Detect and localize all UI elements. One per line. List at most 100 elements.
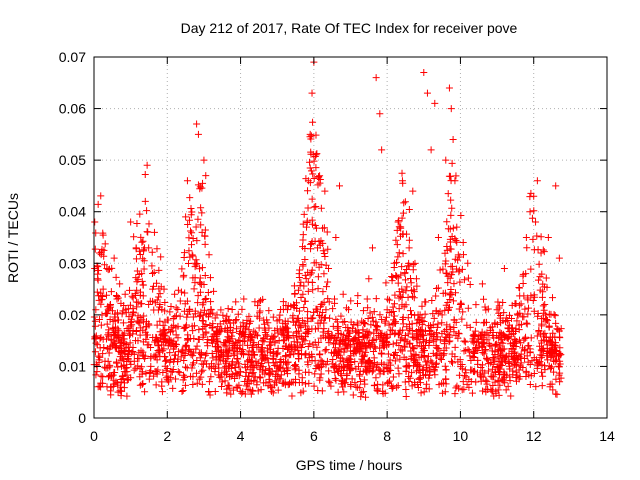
- data-point: [480, 295, 488, 303]
- data-point: [230, 341, 238, 349]
- data-point: [443, 333, 451, 341]
- data-point: [245, 312, 253, 320]
- data-point: [269, 349, 277, 357]
- data-point: [310, 259, 318, 267]
- data-point: [146, 370, 154, 378]
- data-point: [216, 356, 224, 364]
- data-point: [546, 380, 554, 388]
- data-point: [369, 348, 377, 356]
- data-point: [533, 177, 541, 185]
- data-point: [153, 296, 161, 304]
- data-point: [186, 194, 194, 202]
- data-point: [404, 330, 412, 338]
- data-point: [398, 334, 406, 342]
- data-point: [256, 374, 264, 382]
- data-point: [458, 315, 466, 323]
- data-point: [444, 279, 452, 287]
- data-point: [478, 280, 486, 288]
- data-point: [94, 276, 102, 284]
- data-point: [159, 368, 167, 376]
- data-point: [396, 327, 404, 335]
- data-point: [199, 179, 207, 187]
- data-point: [398, 293, 406, 301]
- data-point: [446, 303, 454, 311]
- data-point: [447, 290, 455, 298]
- data-point: [307, 167, 315, 175]
- data-point: [285, 328, 293, 336]
- data-point: [264, 382, 272, 390]
- data-point: [347, 297, 355, 305]
- y-tick-label: 0.04: [59, 204, 86, 220]
- data-point: [522, 234, 530, 241]
- data-point: [346, 329, 354, 337]
- data-point: [154, 306, 162, 314]
- data-point: [263, 316, 271, 324]
- data-point: [372, 374, 380, 382]
- data-point: [540, 248, 548, 256]
- data-point: [156, 317, 164, 325]
- data-point: [224, 362, 232, 370]
- data-point: [364, 304, 372, 312]
- data-point: [309, 314, 317, 322]
- y-tick-label: 0.03: [59, 255, 86, 271]
- data-point: [350, 350, 358, 358]
- data-point: [112, 343, 120, 351]
- data-point: [431, 371, 439, 379]
- data-point: [517, 350, 525, 358]
- data-point: [332, 333, 340, 341]
- data-point: [114, 363, 122, 371]
- data-point: [118, 373, 126, 381]
- data-point: [421, 310, 429, 318]
- data-point: [313, 307, 321, 315]
- data-point: [432, 292, 440, 300]
- data-point: [107, 383, 115, 391]
- data-point: [129, 294, 137, 302]
- data-point: [367, 321, 375, 329]
- data-point: [342, 324, 350, 332]
- data-point: [315, 312, 323, 320]
- data-point: [154, 347, 162, 355]
- data-point: [422, 361, 430, 369]
- data-point: [352, 383, 360, 391]
- data-point: [237, 347, 245, 355]
- data-point: [420, 388, 428, 396]
- data-point: [300, 303, 308, 311]
- data-point: [398, 169, 406, 177]
- data-point: [201, 295, 209, 303]
- data-point: [539, 302, 547, 310]
- data-point: [162, 356, 170, 364]
- data-point: [495, 309, 503, 317]
- data-point: [384, 379, 392, 387]
- data-point: [311, 237, 319, 245]
- data-point: [221, 357, 229, 365]
- data-point: [180, 271, 188, 279]
- data-point: [199, 301, 207, 309]
- data-point: [117, 378, 125, 386]
- data-point: [135, 271, 143, 279]
- data-point: [275, 336, 283, 344]
- data-point: [410, 345, 418, 353]
- data-point: [207, 364, 215, 372]
- data-point: [399, 288, 407, 296]
- data-point: [477, 377, 485, 385]
- data-point: [393, 272, 401, 280]
- data-point: [311, 325, 319, 333]
- data-point: [323, 228, 331, 236]
- data-point: [312, 164, 320, 172]
- data-point: [534, 276, 542, 284]
- data-point: [156, 346, 163, 354]
- data-point: [194, 299, 202, 307]
- data-point: [94, 270, 102, 278]
- data-point: [274, 386, 282, 394]
- data-point: [471, 327, 479, 335]
- data-point: [477, 363, 485, 371]
- data-point: [556, 357, 564, 365]
- data-point: [160, 352, 168, 360]
- data-point: [155, 285, 163, 293]
- data-point: [393, 351, 401, 359]
- data-point: [430, 335, 438, 343]
- data-point: [527, 334, 535, 342]
- data-point: [314, 386, 322, 394]
- data-point: [544, 316, 552, 324]
- data-point: [502, 318, 510, 326]
